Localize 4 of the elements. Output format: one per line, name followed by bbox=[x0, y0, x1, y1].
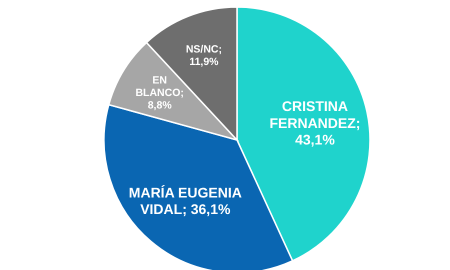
slice-label: CRISTINA FERNANDEZ; 43,1% bbox=[269, 98, 360, 148]
slice-label: EN BLANCO; 8,8% bbox=[135, 74, 184, 112]
slice-label: NS/NC; 11,9% bbox=[186, 44, 222, 68]
slice-label: MARÍA EUGENIA VIDAL; 36,1% bbox=[128, 184, 242, 218]
